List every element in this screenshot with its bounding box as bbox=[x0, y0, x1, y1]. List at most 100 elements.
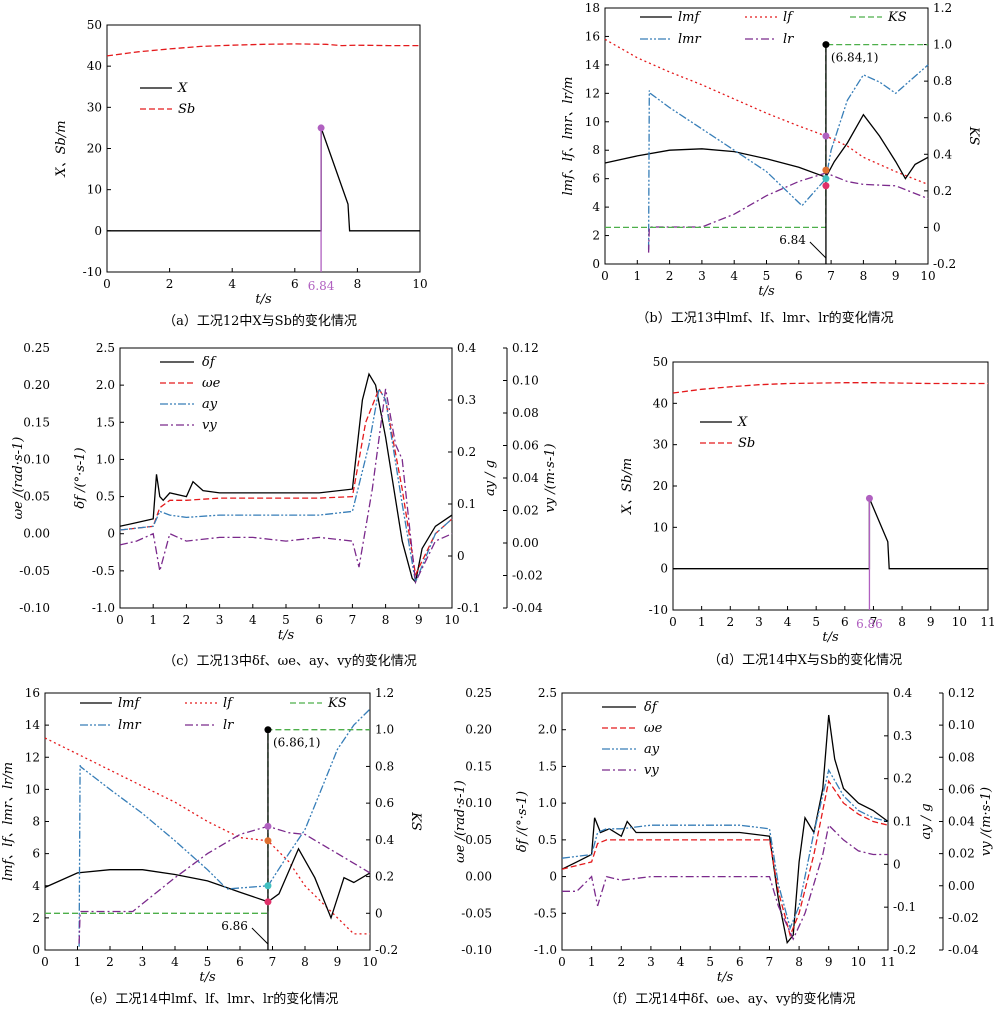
chart-d: 0 1 2 3 4 5 6 7 8 9 10 11t/s-1001020304050X、Sb/m6.8… bbox=[620, 355, 996, 668]
delta-tick-label: 1.0 bbox=[96, 452, 115, 466]
y-tick-label: 0 bbox=[660, 562, 668, 576]
vy-tick-label: 0.04 bbox=[512, 471, 539, 485]
y-tick-label: 12 bbox=[25, 750, 40, 764]
x-tick-label: 7 bbox=[766, 955, 774, 969]
x-axis-label: t/s bbox=[822, 630, 839, 645]
intersection-marker bbox=[264, 882, 272, 890]
ks-marker-point bbox=[822, 41, 830, 49]
vy-tick-label: 0.10 bbox=[512, 374, 539, 388]
y-tick-label: 20 bbox=[87, 142, 102, 156]
ay-tick-label: 0.4 bbox=[457, 341, 476, 355]
y2-tick-label: 0 bbox=[933, 220, 941, 234]
x-tick-label: 6 bbox=[315, 613, 323, 627]
y-tick-label: 6 bbox=[592, 172, 600, 186]
x-tick-label: 3 bbox=[698, 269, 706, 283]
plot-frame bbox=[106, 24, 421, 273]
y-tick-label: 16 bbox=[25, 686, 40, 700]
vy-tick-label: -0.04 bbox=[948, 943, 979, 957]
x-tick-label: 10 bbox=[952, 615, 967, 629]
legend-label-delta: δf bbox=[202, 355, 217, 370]
delta-tick-label: 2.0 bbox=[538, 723, 557, 737]
ay-tick-label: 0.1 bbox=[457, 497, 476, 511]
y-tick-label: 50 bbox=[653, 355, 668, 369]
chart-e: 0 1 2 3 4 5 6 7 8 9 10t/s0246810121416-0.200.20.40… bbox=[1, 686, 423, 1007]
legend-label-omega: ωe bbox=[202, 376, 221, 391]
x-tick-label: 3 bbox=[216, 613, 224, 627]
x-tick-label: 8 bbox=[301, 955, 309, 969]
y-tick-label: 14 bbox=[25, 718, 41, 732]
x-tick-label: 4 bbox=[171, 955, 179, 969]
y-tick-label: 40 bbox=[653, 396, 668, 410]
vy-tick-label: 0.00 bbox=[948, 879, 975, 893]
x-axis-label: t/s bbox=[199, 970, 216, 985]
omega-tick-label: 0.05 bbox=[23, 490, 50, 504]
x-tick-label: 4 bbox=[228, 277, 236, 291]
x-tick-label: 1 bbox=[588, 955, 596, 969]
ay-tick-label: -0.1 bbox=[457, 601, 480, 615]
plot-frame bbox=[672, 361, 989, 611]
x-tick-label: 7 bbox=[269, 955, 277, 969]
x-tick-label: 6 bbox=[236, 955, 244, 969]
ks-marker-point bbox=[264, 726, 272, 734]
x-tick-label: 4 bbox=[677, 955, 685, 969]
vy-axis-label: vy /(m·s-1) bbox=[979, 787, 994, 856]
chart-caption: （d）工况14中X与Sb的变化情况 bbox=[708, 652, 902, 668]
delta-axis-label: δf /(°·s-1) bbox=[73, 447, 88, 508]
x-tick-label: 3 bbox=[647, 955, 655, 969]
vy-tick-label: 0.08 bbox=[512, 406, 539, 420]
ay-tick-label: 0 bbox=[893, 857, 901, 871]
legend-label-lmf: lmf bbox=[678, 10, 701, 25]
series-delta bbox=[561, 714, 889, 945]
x-tick-label: 1 bbox=[698, 615, 706, 629]
x-tick-label: 0 bbox=[558, 955, 566, 969]
x-tick-label: 11 bbox=[980, 615, 995, 629]
y-tick-label: 10 bbox=[87, 183, 102, 197]
intersection-marker bbox=[264, 898, 272, 906]
y-axis-label: X、Sb/m bbox=[620, 458, 635, 515]
vy-tick-label: 0.02 bbox=[948, 847, 975, 861]
series-lmr bbox=[78, 708, 371, 947]
delta-tick-label: -0.5 bbox=[534, 906, 557, 920]
legend-label-lmf: lmf bbox=[118, 696, 141, 711]
y-tick-label: 2 bbox=[32, 911, 40, 925]
chart-c: 0 1 2 3 4 5 6 7 8 9 10t/s-0.10-0.050.000.050.100.1… bbox=[11, 341, 558, 669]
omega-tick-label: 0.20 bbox=[23, 378, 50, 392]
x-tick-label: 6 bbox=[841, 615, 849, 629]
series-lmr bbox=[647, 64, 929, 250]
legend-label-vy: vy bbox=[202, 418, 217, 433]
x-tick-label: 0 bbox=[601, 269, 609, 283]
x-tick-label: 7 bbox=[827, 269, 835, 283]
time-marker-leader bbox=[809, 241, 827, 259]
y2-tick-label: 0.6 bbox=[375, 796, 394, 810]
series-Ks bbox=[605, 43, 928, 229]
intersection-marker bbox=[822, 132, 830, 140]
time-marker-label: 6.84 bbox=[779, 233, 806, 247]
ks-marker-label: (6.84,1) bbox=[831, 51, 879, 65]
x-tick-label: 1 bbox=[74, 955, 82, 969]
y-tick-label: 2 bbox=[592, 229, 600, 243]
x-tick-label: 9 bbox=[334, 955, 342, 969]
ay-tick-label: 0.3 bbox=[893, 729, 912, 743]
y-tick-label: 6 bbox=[32, 847, 40, 861]
x-axis-label: t/s bbox=[278, 628, 295, 643]
y-tick-label: 10 bbox=[653, 520, 668, 534]
vy-tick-label: -0.02 bbox=[948, 911, 979, 925]
x-tick-label: 9 bbox=[825, 955, 833, 969]
series-lmf bbox=[44, 847, 371, 920]
x-tick-label: 2 bbox=[166, 277, 174, 291]
vy-tick-label: 0.00 bbox=[512, 536, 539, 550]
vy-tick-label: -0.04 bbox=[512, 601, 543, 615]
legend-label-ay: ay bbox=[202, 397, 218, 412]
x-tick-label: 2 bbox=[726, 615, 734, 629]
x-axis-label: t/s bbox=[717, 970, 734, 985]
x-tick-label: 10 bbox=[444, 613, 459, 627]
series-lr bbox=[78, 825, 371, 944]
y2-tick-label: -0.2 bbox=[933, 257, 956, 271]
series-ay bbox=[119, 387, 453, 585]
y-axis-label: lmf、lf、lmr、lr/m bbox=[561, 76, 576, 195]
chart-caption: （b）工况13中lmf、lf、lmr、lr的变化情况 bbox=[636, 310, 893, 326]
series-Sb bbox=[106, 43, 420, 57]
ay-tick-label: 0.3 bbox=[457, 393, 476, 407]
x-tick-label: 5 bbox=[763, 269, 771, 283]
x-tick-label: 0 bbox=[669, 615, 677, 629]
